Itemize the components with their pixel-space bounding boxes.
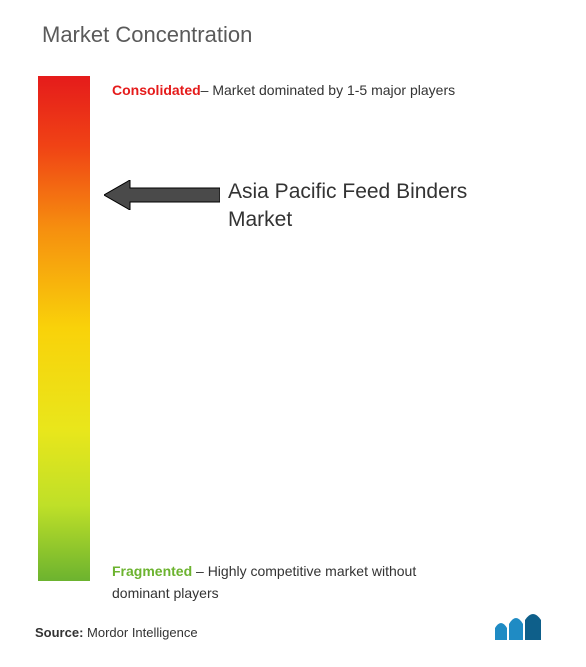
concentration-gradient-bar [38, 76, 90, 581]
arrow-icon [104, 180, 220, 210]
market-name-label: Asia Pacific Feed Binders Market [228, 178, 467, 235]
mordor-logo [495, 614, 541, 640]
source-label: Source: [35, 625, 83, 640]
page-title: Market Concentration [42, 22, 252, 48]
logo-icon [495, 614, 541, 640]
fragmented-label: Fragmented – Highly competitive market w… [112, 560, 416, 605]
consolidated-label: Consolidated– Market dominated by 1-5 ma… [112, 82, 455, 98]
fragmented-keyword: Fragmented [112, 563, 192, 579]
market-name-line2: Market [228, 208, 292, 231]
source-line: Source: Mordor Intelligence [35, 625, 198, 640]
market-position-arrow [104, 180, 220, 210]
fragmented-description-line1: – Highly competitive market without [192, 563, 416, 579]
consolidated-keyword: Consolidated [112, 82, 201, 98]
market-name-line1: Asia Pacific Feed Binders [228, 180, 467, 203]
consolidated-description: – Market dominated by 1-5 major players [201, 82, 455, 98]
fragmented-description-line2: dominant players [112, 585, 219, 601]
source-value: Mordor Intelligence [87, 625, 198, 640]
